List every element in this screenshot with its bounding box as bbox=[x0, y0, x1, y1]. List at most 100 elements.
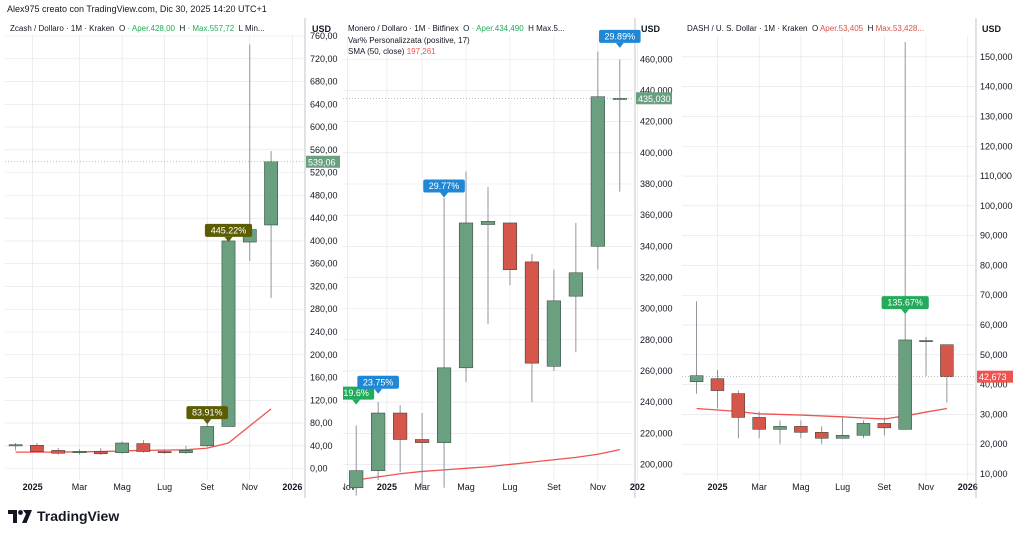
y-tick-label: 150,000 bbox=[980, 52, 1013, 62]
zcash-chart[interactable]: 0,00 40,00 80,00 120,00 160,00 200,00 240,00 28… bbox=[5, 18, 342, 498]
y-tick-label: 440,000 bbox=[640, 86, 673, 96]
y-tick-label: 20,000 bbox=[980, 439, 1008, 449]
y-tick-label: 460,000 bbox=[640, 54, 673, 64]
chart-panel-dash[interactable]: 10,000 20,000 30,000 40,000 50,000 60,000 70,0… bbox=[682, 18, 1020, 498]
candle bbox=[371, 412, 386, 471]
x-tick-label: Lug bbox=[502, 482, 517, 492]
chart-panel-zcash[interactable]: 0,00 40,00 80,00 120,00 160,00 200,00 240,00 28… bbox=[5, 18, 342, 498]
y-tick-label: 320,00 bbox=[310, 281, 338, 291]
x-tick-label: Mar bbox=[72, 482, 88, 492]
candle bbox=[221, 240, 236, 427]
current-price-tag bbox=[977, 370, 1013, 383]
candle bbox=[136, 443, 151, 452]
symbol-title: Monero / Dollaro · 1M · Bitfinex bbox=[348, 24, 459, 33]
y-tick-label: 340,000 bbox=[640, 241, 673, 251]
y-tick-label: 220,000 bbox=[640, 428, 673, 438]
candle bbox=[524, 261, 539, 364]
chart-panel-monero[interactable]: 200,000 220,000 240,000 260,000 280,000 300,0… bbox=[338, 18, 678, 498]
y-tick-label: 240,000 bbox=[640, 397, 673, 407]
ohlc-open-label: O bbox=[118, 24, 126, 33]
ohlc-open-label: O bbox=[463, 24, 470, 33]
y-tick-label: 110,000 bbox=[980, 171, 1012, 181]
x-tick-label: 2025 bbox=[377, 482, 397, 492]
indicator-var-pct[interactable]: Var% Personalizzata (positive, 17) bbox=[348, 36, 470, 45]
y-tick-label: 360,00 bbox=[310, 259, 338, 269]
y-tick-label: 360,000 bbox=[640, 210, 673, 220]
y-tick-label: 240,00 bbox=[310, 327, 338, 337]
ohlc-open: Aper.53,405 bbox=[819, 24, 864, 33]
candle bbox=[30, 445, 44, 452]
tradingview-logo-icon bbox=[8, 509, 32, 523]
y-tick-label: 200,000 bbox=[640, 459, 673, 469]
candle bbox=[200, 426, 215, 447]
pct-label-pointer bbox=[615, 42, 624, 48]
candle bbox=[752, 417, 766, 430]
candle bbox=[51, 450, 66, 454]
ohlc-open: · Aper.428,00 bbox=[127, 24, 175, 33]
y-tick-label: 720,00 bbox=[310, 54, 338, 64]
ohlc-high: Max.5... bbox=[536, 24, 565, 33]
y-tick-label: 60,000 bbox=[980, 320, 1008, 330]
ohlc-high-label: H bbox=[867, 24, 874, 33]
tradingview-logo[interactable]: TradingView bbox=[8, 508, 119, 524]
candle bbox=[835, 435, 850, 439]
y-tick-label: 640,00 bbox=[310, 99, 338, 109]
pct-label-box bbox=[338, 386, 375, 400]
current-price-tag bbox=[306, 155, 342, 168]
y-tick-label: 160,00 bbox=[310, 373, 338, 383]
candle bbox=[590, 96, 605, 247]
ohlc-high-label: H bbox=[179, 24, 186, 33]
pct-label: 19.6% bbox=[343, 388, 369, 398]
y-tick-label: 70,000 bbox=[980, 290, 1008, 300]
candle bbox=[115, 442, 129, 453]
candle bbox=[689, 375, 704, 382]
x-tick-label: Mag bbox=[113, 482, 131, 492]
y-tick-label: 200,00 bbox=[310, 350, 338, 360]
pct-label: 29.89% bbox=[605, 31, 636, 41]
indicator-sma-label: SMA (50, close) bbox=[348, 47, 405, 56]
pct-label-pointer bbox=[224, 236, 233, 242]
y-tick-label: 480,00 bbox=[310, 190, 338, 200]
y-tick-label: 760,00 bbox=[310, 31, 338, 41]
currency-label: USD bbox=[641, 24, 661, 34]
indicator-sma[interactable]: SMA (50, close) 197,261 bbox=[348, 47, 436, 56]
ohlc-open-label: O bbox=[811, 24, 819, 33]
x-tick-label: Nov bbox=[343, 482, 356, 492]
tradingview-wordmark: TradingView bbox=[37, 508, 120, 524]
ohlc-low: Min... bbox=[245, 24, 265, 33]
y-tick-label: 80,00 bbox=[310, 418, 333, 428]
ohlc-open-value: 434,490 bbox=[494, 24, 524, 33]
y-tick-label: 100,000 bbox=[980, 201, 1013, 211]
candle bbox=[502, 222, 518, 270]
x-tick-label: Mag bbox=[457, 482, 475, 492]
pct-label-pointer bbox=[352, 399, 361, 405]
candle bbox=[898, 339, 912, 430]
candle bbox=[919, 340, 933, 342]
y-tick-label: 280,00 bbox=[310, 304, 338, 314]
pct-label: 135.67% bbox=[887, 298, 923, 308]
y-tick-label: 520,00 bbox=[310, 168, 338, 178]
y-tick-label: 380,000 bbox=[640, 179, 673, 189]
x-tick-label: Nov bbox=[918, 482, 935, 492]
y-tick-label: 40,000 bbox=[980, 380, 1008, 390]
sma-line bbox=[356, 448, 620, 481]
currency-label: USD bbox=[312, 24, 332, 34]
pct-label-box bbox=[204, 223, 253, 237]
y-tick-label: 120,00 bbox=[310, 395, 338, 405]
candle bbox=[480, 221, 496, 225]
candle bbox=[437, 367, 452, 443]
candle bbox=[856, 423, 871, 436]
candle bbox=[349, 470, 364, 489]
candle bbox=[794, 426, 808, 433]
y-tick-label: 120,000 bbox=[980, 141, 1013, 151]
y-tick-label: 320,000 bbox=[640, 272, 673, 282]
candle bbox=[940, 344, 954, 377]
y-tick-label: 0,00 bbox=[310, 464, 328, 474]
pct-label-pointer bbox=[203, 419, 212, 425]
x-tick-label: Mag bbox=[792, 482, 810, 492]
monero-chart[interactable]: 200,000 220,000 240,000 260,000 280,000 300,0… bbox=[338, 18, 678, 498]
candle bbox=[157, 451, 172, 453]
candle bbox=[179, 450, 193, 453]
dash-chart[interactable]: 10,000 20,000 30,000 40,000 50,000 60,000 70,0… bbox=[682, 18, 1020, 498]
symbol-title: DASH / U. S. Dollar · 1M · Kraken bbox=[687, 24, 808, 33]
